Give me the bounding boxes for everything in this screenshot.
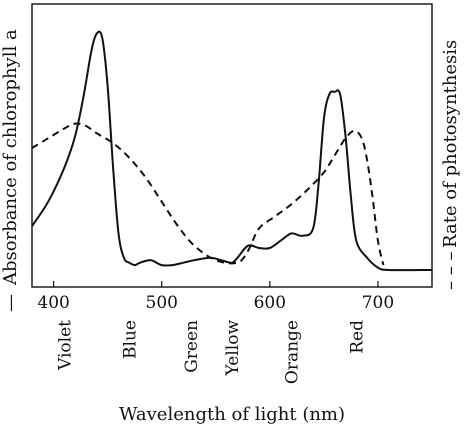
plot-frame [31, 3, 433, 288]
color-label-violet: Violet [55, 320, 75, 371]
color-label-layer: Violet Blue Green Yellow Orange Red [55, 320, 367, 385]
x-tick-label: 700 [362, 293, 394, 313]
color-label-green: Green [182, 320, 202, 373]
color-label-yellow: Yellow [223, 320, 243, 377]
color-label-red: Red [347, 320, 367, 354]
color-label-blue: Blue [120, 320, 140, 359]
y-axis-left-marker: — [0, 294, 21, 312]
y-axis-right-marker: – – – [440, 252, 461, 290]
x-tick-label: 400 [37, 293, 69, 313]
x-tick-label: 600 [254, 293, 286, 313]
color-label-orange: Orange [283, 320, 303, 384]
x-tick-layer: 400 500 600 700 [37, 281, 394, 313]
x-tick-label: 500 [146, 293, 178, 313]
x-axis-title: Wavelength of light (nm) [119, 404, 345, 425]
y-axis-left-title: Absorbance of chlorophyll a [0, 29, 21, 286]
series-layer [31, 30, 433, 272]
photosynthesis-rate-line [31, 122, 385, 266]
y-axis-right-title: Rate of photosynthesis [440, 40, 461, 248]
absorbance-line [31, 30, 433, 272]
